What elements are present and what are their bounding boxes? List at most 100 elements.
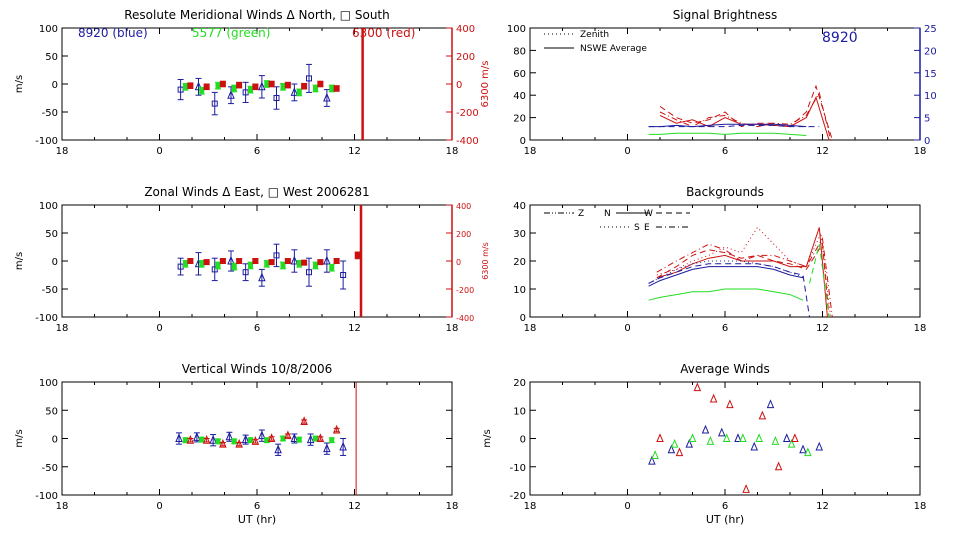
data-point (274, 444, 282, 454)
right-tick-label: 400 (456, 24, 475, 35)
x-tick-label: 18 (524, 146, 537, 157)
data-point (296, 260, 302, 267)
data-point (296, 89, 302, 96)
right-tick-label: -400 (456, 314, 474, 323)
data-point (284, 430, 292, 440)
y-tick-label: 60 (513, 69, 526, 80)
series-8920-blue- (177, 63, 331, 116)
data-point (799, 444, 807, 454)
right-tick-label: 200 (456, 52, 475, 63)
y-tick-label: -100 (35, 313, 58, 324)
series-line (656, 242, 830, 318)
data-point (739, 433, 747, 442)
data-point (199, 87, 205, 94)
series-red (656, 382, 799, 493)
series-line (648, 132, 807, 136)
data-point (290, 87, 299, 96)
data-point (688, 433, 697, 442)
data-point (267, 433, 276, 442)
y-tick-label: -20 (510, 491, 526, 502)
plot-frame (61, 381, 453, 496)
right-tick-label: 400 (456, 202, 471, 211)
legend-entry: E (644, 223, 650, 233)
data-point (317, 259, 324, 266)
data-point (329, 85, 335, 92)
data-point (648, 455, 656, 465)
data-point (332, 424, 341, 434)
data-point (329, 264, 335, 271)
data-point (771, 436, 780, 445)
data-point (268, 259, 275, 266)
series-5577-green- (182, 80, 335, 97)
data-point (227, 255, 235, 265)
data-point (187, 82, 194, 89)
data-point (758, 410, 767, 420)
x-tick-label: 18 (56, 323, 69, 334)
series-blue (648, 399, 824, 465)
x-tick-label: 18 (446, 323, 459, 334)
series-red-e (656, 237, 833, 318)
legend-entry: Zenith (580, 30, 609, 40)
data-point (235, 438, 243, 448)
right-tick-label: 10 (924, 91, 937, 102)
data-point (323, 255, 331, 265)
series-red-w (656, 242, 830, 318)
series-8920 (177, 243, 347, 290)
legend-entry: 6300 (red) (352, 26, 415, 40)
x-tick-label: 12 (348, 501, 361, 512)
data-point (186, 434, 195, 444)
data-point (323, 443, 331, 453)
series-green-avg (648, 132, 807, 136)
series-5577 (182, 435, 335, 445)
data-point (215, 438, 221, 445)
series-blue-avg (648, 123, 807, 128)
data-point (306, 269, 312, 276)
y-tick-label: 50 (45, 52, 58, 63)
series-line (809, 244, 830, 318)
data-point (284, 82, 291, 89)
right-tick-label: 0 (456, 258, 461, 267)
right-tick-label: 25 (924, 24, 937, 35)
data-point (273, 95, 280, 101)
data-point (755, 433, 763, 442)
y-tick-label: -10 (510, 463, 526, 474)
data-point (219, 81, 226, 87)
x-tick-label: 18 (524, 501, 537, 512)
series-red-n (656, 227, 828, 318)
x-tick-label: 18 (56, 501, 69, 512)
data-point (219, 258, 226, 264)
data-point (333, 258, 340, 264)
x-tick-label: 18 (446, 146, 459, 157)
right-tick-label: -400 (456, 136, 479, 147)
x-tick-label: 0 (156, 146, 162, 157)
data-point (734, 433, 742, 442)
data-point (316, 433, 325, 442)
data-point (340, 272, 347, 278)
data-point (280, 83, 286, 90)
y-tick-label: 20 (513, 114, 526, 125)
y-tick-label: 50 (45, 229, 58, 240)
data-point (248, 262, 253, 269)
panel-zonal: Zonal Winds Δ East, □ West 2006281 18 0 6 12… (14, 185, 490, 334)
data-point (782, 433, 791, 442)
series-blue-1 (648, 266, 804, 287)
x-tick-label: 18 (914, 501, 927, 512)
series-green-2 (809, 244, 830, 318)
panel-meridional: Resolute Meridional Winds Δ North, □ Sou… (14, 8, 491, 157)
data-point (225, 431, 234, 441)
data-point (258, 430, 266, 440)
data-point (193, 432, 201, 441)
series-line (648, 288, 804, 301)
x-tick-label: 0 (624, 146, 630, 157)
chart-title: Vertical Winds 10/8/2006 (182, 362, 333, 376)
y-tick-label: 0 (520, 435, 526, 446)
y-axis-label: m/s (14, 252, 25, 270)
y-tick-label: 0 (52, 435, 58, 446)
data-point (354, 252, 361, 259)
data-point (231, 438, 237, 445)
x-tick-label: 6 (722, 323, 728, 334)
right-tick-label: -200 (456, 286, 474, 295)
y-tick-label: -50 (42, 108, 58, 119)
